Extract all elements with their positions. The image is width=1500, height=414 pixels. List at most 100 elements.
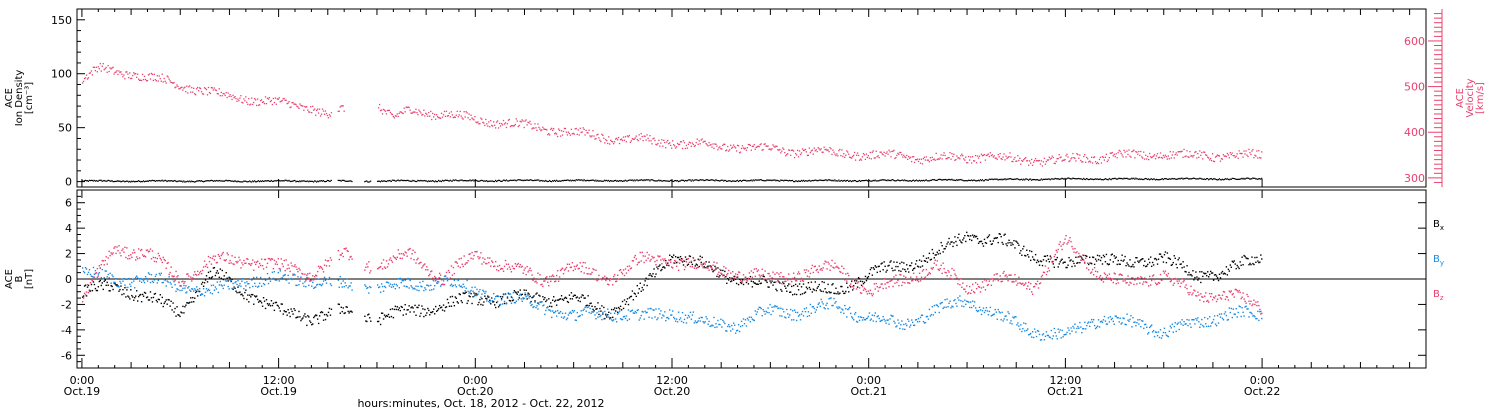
bx-point	[632, 290, 633, 291]
by-point	[885, 323, 886, 324]
velocity-point	[1197, 153, 1198, 154]
velocity-point	[1227, 153, 1228, 154]
bx-point	[794, 293, 795, 294]
by-point	[512, 297, 513, 298]
velocity-point	[227, 92, 228, 93]
velocity-point	[691, 146, 692, 147]
bx-point	[1073, 263, 1074, 264]
by-point	[634, 313, 635, 314]
bx-point	[1086, 256, 1087, 257]
bx-point	[881, 262, 882, 263]
velocity-point	[953, 154, 954, 155]
by-point	[679, 319, 680, 320]
bx-point	[1257, 260, 1258, 261]
by-point	[486, 300, 487, 301]
bx-point	[182, 306, 183, 307]
bx-point	[569, 294, 570, 295]
by-point	[635, 311, 636, 312]
velocity-point	[964, 159, 965, 160]
velocity-point	[745, 148, 746, 149]
bx-point	[1027, 254, 1028, 255]
bx-point	[107, 282, 108, 283]
bx-point	[291, 311, 292, 312]
velocity-point	[231, 99, 232, 100]
bx-point	[1011, 242, 1012, 243]
bx-point	[1002, 244, 1003, 245]
bx-point	[248, 301, 249, 302]
velocity-point	[951, 153, 952, 154]
velocity-point	[1043, 161, 1044, 162]
velocity-point	[767, 145, 768, 146]
bx-point	[1143, 265, 1144, 266]
bx-point	[652, 273, 653, 274]
velocity-point	[1249, 152, 1250, 153]
by-point	[110, 283, 111, 284]
by-point	[345, 285, 346, 286]
velocity-point	[1086, 157, 1087, 158]
velocity-point	[961, 154, 962, 155]
by-point	[735, 332, 736, 333]
by-point	[843, 313, 844, 314]
by-point	[1139, 319, 1140, 320]
bx-point	[477, 304, 478, 305]
velocity-point	[1048, 159, 1049, 160]
by-point	[640, 317, 641, 318]
velocity-point	[256, 105, 257, 106]
velocity-point	[908, 156, 909, 157]
velocity-point	[157, 75, 158, 76]
velocity-point	[1034, 160, 1035, 161]
by-point	[533, 306, 534, 307]
bx-point	[566, 298, 567, 299]
velocity-point	[889, 151, 890, 152]
bx-point	[1229, 270, 1230, 271]
bx-point	[209, 277, 210, 278]
bx-point	[673, 254, 674, 255]
bz-point	[254, 261, 255, 262]
by-point	[188, 286, 189, 287]
bx-point	[708, 261, 709, 262]
bx-point	[594, 306, 595, 307]
bx-point	[619, 308, 620, 309]
by-point	[506, 303, 507, 304]
velocity-point	[1172, 154, 1173, 155]
bx-point	[981, 241, 982, 242]
velocity-point	[642, 140, 643, 141]
bx-point	[364, 316, 365, 317]
bx-point	[221, 278, 222, 279]
by-point	[134, 287, 135, 288]
bx-point	[600, 310, 601, 311]
bx-point	[1208, 276, 1209, 277]
bx-point	[264, 300, 265, 301]
by-point	[1226, 315, 1227, 316]
by-point	[849, 307, 850, 308]
by-point	[471, 287, 472, 288]
velocity-point	[200, 88, 201, 89]
velocity-point	[253, 102, 254, 103]
velocity-point	[1147, 156, 1148, 157]
by-point	[859, 320, 860, 321]
bx-point	[145, 293, 146, 294]
bz-point	[212, 258, 213, 259]
bx-point	[215, 275, 216, 276]
by-point	[851, 316, 852, 317]
bx-point	[152, 301, 153, 302]
by-point	[304, 281, 305, 282]
velocity-point	[793, 150, 794, 151]
velocity-point	[925, 159, 926, 160]
bx-point	[1187, 274, 1188, 275]
bx-point	[417, 307, 418, 308]
bx-point	[880, 271, 881, 272]
by-point	[746, 325, 747, 326]
bx-point	[384, 314, 385, 315]
bz-point	[157, 258, 158, 259]
velocity-point	[246, 102, 247, 103]
bx-point	[444, 310, 445, 311]
bz-point	[117, 250, 118, 251]
by-point	[177, 289, 178, 290]
velocity-point	[742, 145, 743, 146]
bx-point	[1072, 261, 1073, 262]
bx-point	[483, 301, 484, 302]
bx-point	[548, 298, 549, 299]
velocity-point	[802, 148, 803, 149]
velocity-point	[1169, 158, 1170, 159]
